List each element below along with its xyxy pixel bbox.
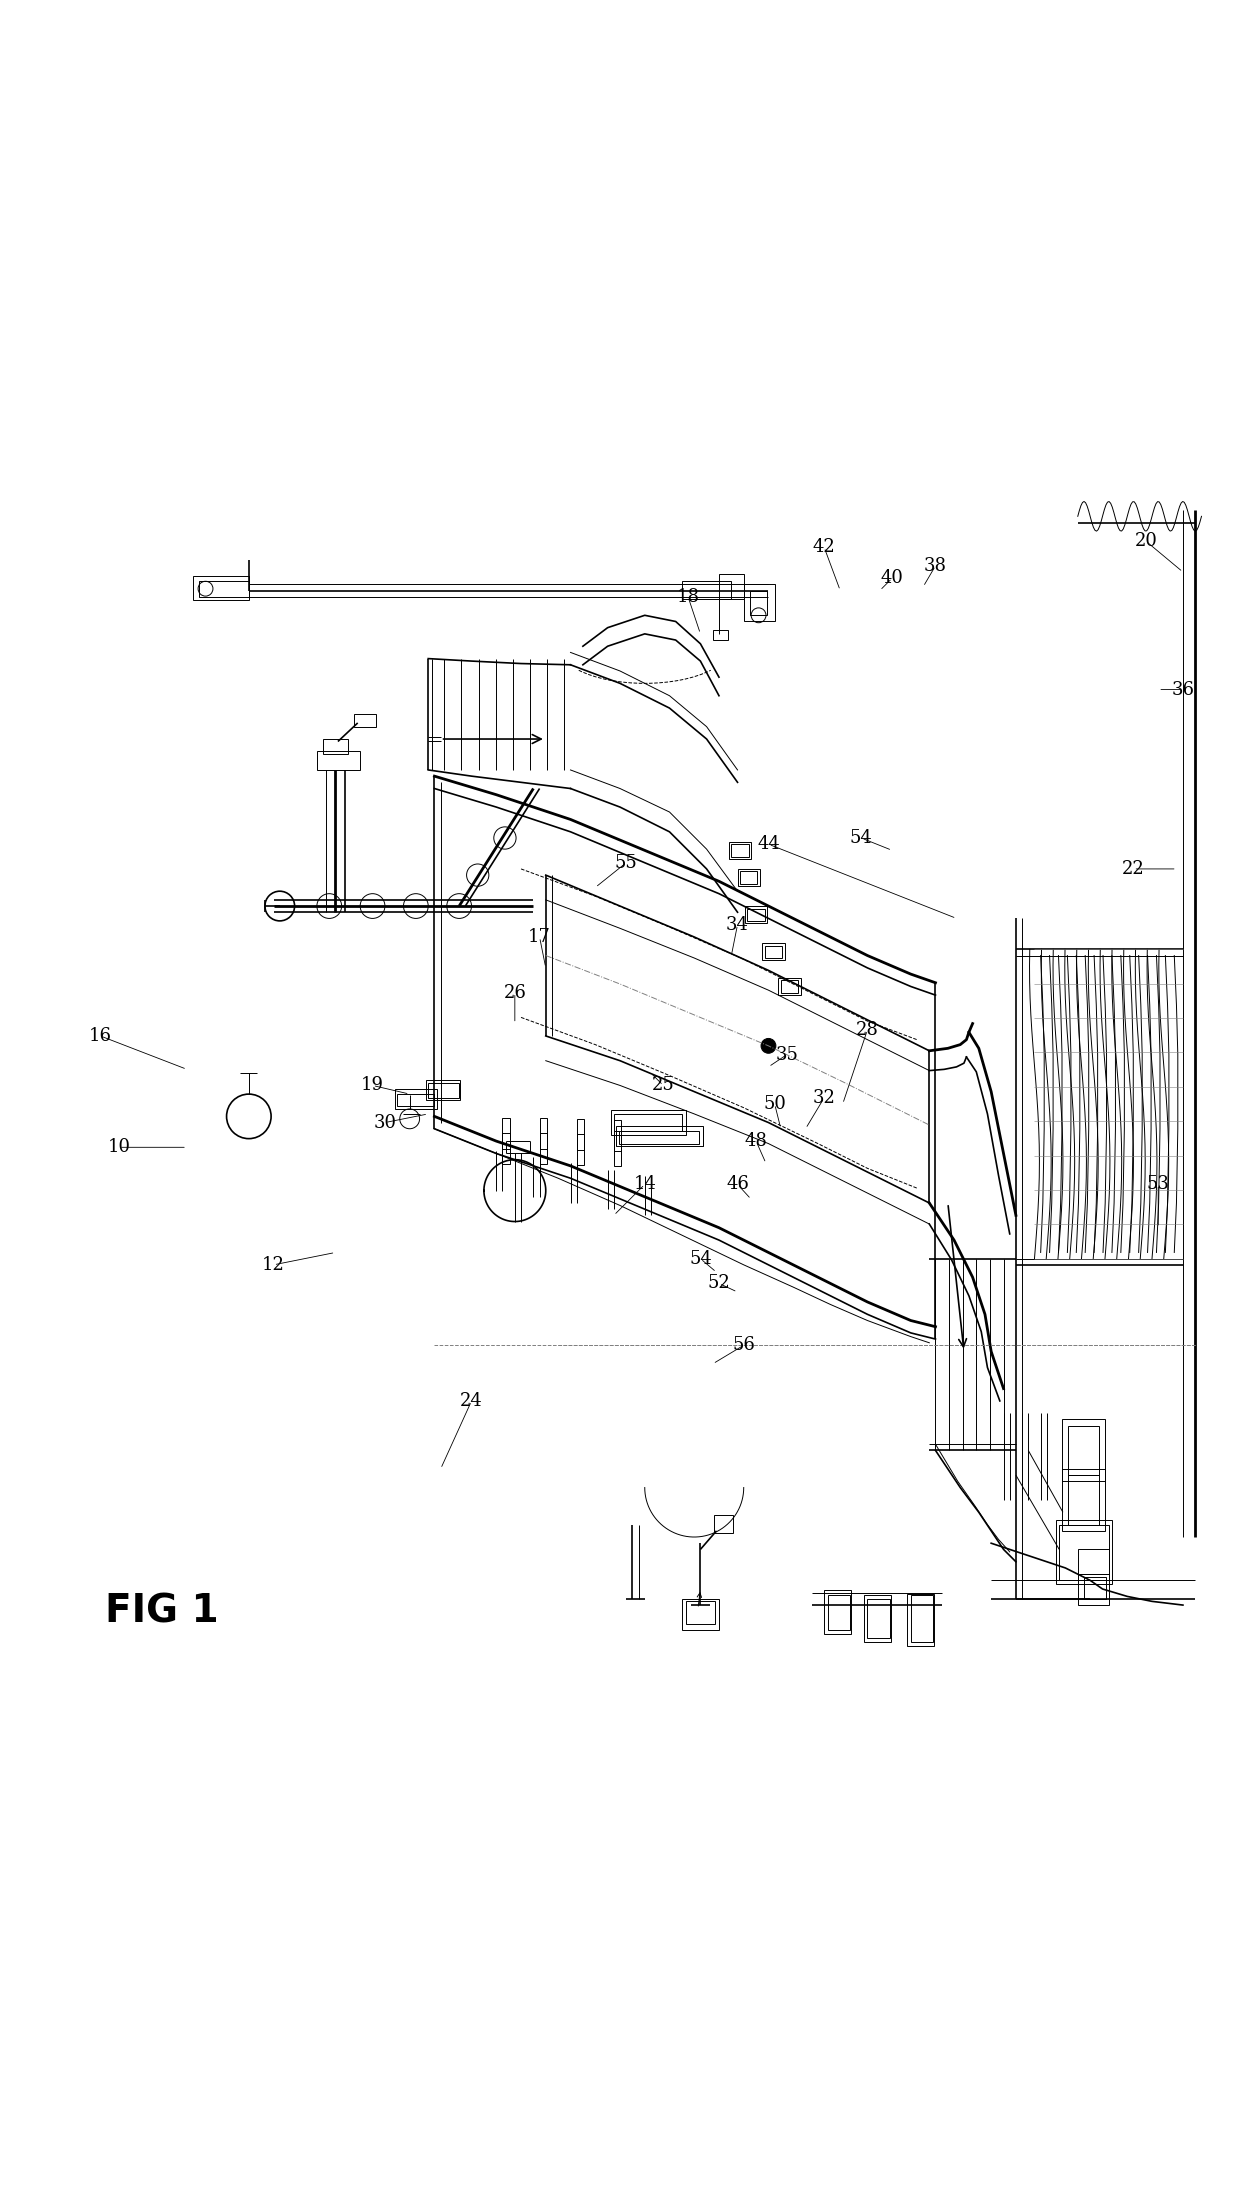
Text: 26: 26 xyxy=(503,983,526,1002)
Text: 54: 54 xyxy=(849,828,873,848)
Bar xyxy=(614,1113,682,1130)
Bar xyxy=(779,978,801,996)
Bar xyxy=(425,1080,460,1100)
Bar xyxy=(745,905,768,923)
Bar xyxy=(719,574,744,598)
Text: 24: 24 xyxy=(460,1391,482,1411)
Text: 55: 55 xyxy=(615,854,637,872)
Text: 12: 12 xyxy=(262,1256,285,1274)
Text: 18: 18 xyxy=(677,587,699,605)
Text: 52: 52 xyxy=(708,1274,730,1292)
Bar xyxy=(765,945,782,958)
Text: 25: 25 xyxy=(652,1078,675,1095)
Bar xyxy=(1068,1475,1099,1526)
Bar xyxy=(682,1599,719,1630)
Bar xyxy=(738,870,760,885)
Text: 14: 14 xyxy=(634,1175,656,1192)
Bar xyxy=(397,1095,434,1106)
Bar xyxy=(324,740,347,753)
Bar xyxy=(1078,1550,1109,1574)
Text: 20: 20 xyxy=(1135,532,1157,550)
Text: 19: 19 xyxy=(361,1078,384,1095)
Bar xyxy=(539,1119,547,1150)
Text: 28: 28 xyxy=(856,1020,879,1038)
Bar xyxy=(614,1119,621,1150)
Bar xyxy=(614,1135,621,1166)
Bar xyxy=(577,1119,584,1150)
Text: 56: 56 xyxy=(733,1336,755,1354)
Bar xyxy=(910,1594,932,1643)
Bar xyxy=(1068,1426,1099,1475)
Text: 10: 10 xyxy=(108,1139,130,1157)
Bar xyxy=(1078,1574,1109,1605)
Bar xyxy=(502,1133,510,1164)
Bar xyxy=(828,1594,851,1630)
Bar xyxy=(1059,1526,1109,1581)
Bar xyxy=(763,943,785,960)
Bar xyxy=(868,1599,890,1638)
Bar xyxy=(864,1594,892,1643)
Text: 50: 50 xyxy=(763,1095,786,1113)
Text: 34: 34 xyxy=(727,916,749,934)
Bar xyxy=(611,1111,686,1135)
Bar xyxy=(781,980,799,994)
Bar xyxy=(200,581,249,596)
Text: 40: 40 xyxy=(880,570,904,587)
Bar xyxy=(502,1117,510,1148)
Circle shape xyxy=(761,1038,776,1053)
Bar xyxy=(740,872,758,883)
Text: 32: 32 xyxy=(812,1089,836,1106)
Bar xyxy=(317,751,360,771)
Bar xyxy=(1061,1420,1105,1482)
Text: FIG 1: FIG 1 xyxy=(105,1592,219,1630)
Bar xyxy=(577,1135,584,1166)
Bar xyxy=(682,581,732,598)
Bar xyxy=(1055,1519,1112,1583)
Bar xyxy=(729,841,751,859)
Text: 17: 17 xyxy=(528,927,551,945)
Text: 42: 42 xyxy=(812,539,836,556)
Text: 38: 38 xyxy=(924,556,947,574)
Bar xyxy=(686,1601,715,1623)
Text: 16: 16 xyxy=(89,1027,112,1044)
Text: 48: 48 xyxy=(745,1133,768,1150)
Bar xyxy=(750,590,768,616)
Text: 35: 35 xyxy=(775,1047,799,1064)
Text: 36: 36 xyxy=(1172,680,1194,698)
Bar xyxy=(539,1133,547,1164)
Bar xyxy=(732,843,749,857)
Text: 44: 44 xyxy=(758,835,780,852)
Bar xyxy=(1084,1577,1106,1599)
Text: 54: 54 xyxy=(689,1250,712,1267)
Bar xyxy=(193,576,249,601)
Bar xyxy=(713,629,728,640)
Bar xyxy=(825,1590,852,1634)
Bar xyxy=(428,1082,459,1097)
Bar xyxy=(714,1515,733,1532)
Bar xyxy=(619,1130,699,1144)
Bar xyxy=(744,585,775,620)
Bar xyxy=(1061,1468,1105,1530)
Text: 53: 53 xyxy=(1147,1175,1169,1192)
Text: 22: 22 xyxy=(1122,859,1145,879)
Bar xyxy=(616,1126,703,1146)
Text: 46: 46 xyxy=(727,1175,749,1192)
Bar xyxy=(353,713,376,726)
Bar xyxy=(394,1089,436,1108)
Bar xyxy=(906,1594,934,1645)
Bar xyxy=(748,907,765,921)
Text: 30: 30 xyxy=(373,1113,397,1130)
